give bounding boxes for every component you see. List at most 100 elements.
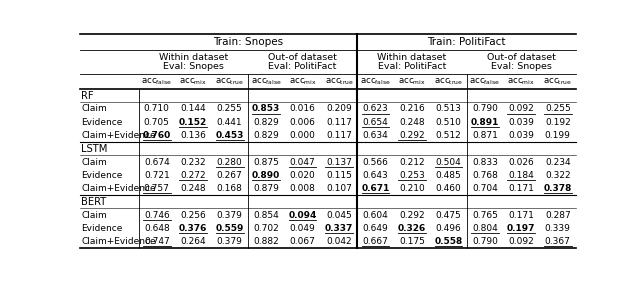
Text: 0.643: 0.643 xyxy=(363,171,388,180)
Text: 0.513: 0.513 xyxy=(435,105,461,114)
Text: $\mathrm{acc}_{\mathrm{mix}}$: $\mathrm{acc}_{\mathrm{mix}}$ xyxy=(179,76,207,87)
Text: 0.322: 0.322 xyxy=(545,171,571,180)
Text: $\mathrm{acc}_{\mathrm{false}}$: $\mathrm{acc}_{\mathrm{false}}$ xyxy=(469,76,500,87)
Text: 0.337: 0.337 xyxy=(325,224,353,233)
Text: 0.496: 0.496 xyxy=(436,224,461,233)
Text: 0.746: 0.746 xyxy=(144,210,170,219)
Text: 0.020: 0.020 xyxy=(290,171,316,180)
Text: 0.171: 0.171 xyxy=(508,210,534,219)
Text: Within dataset: Within dataset xyxy=(378,53,447,62)
Text: 0.212: 0.212 xyxy=(399,158,425,167)
Text: 0.721: 0.721 xyxy=(144,171,170,180)
Text: 0.460: 0.460 xyxy=(436,184,461,193)
Text: 0.760: 0.760 xyxy=(143,131,171,140)
Text: 0.264: 0.264 xyxy=(180,237,206,246)
Text: 0.117: 0.117 xyxy=(326,118,352,127)
Text: 0.006: 0.006 xyxy=(290,118,316,127)
Text: 0.854: 0.854 xyxy=(253,210,279,219)
Text: 0.137: 0.137 xyxy=(326,158,352,167)
Text: Evidence: Evidence xyxy=(81,118,123,127)
Text: 0.654: 0.654 xyxy=(363,118,388,127)
Text: 0.216: 0.216 xyxy=(399,105,425,114)
Text: 0.253: 0.253 xyxy=(399,171,425,180)
Text: 0.326: 0.326 xyxy=(398,224,426,233)
Text: 0.882: 0.882 xyxy=(253,237,279,246)
Text: 0.704: 0.704 xyxy=(472,184,498,193)
Text: $\mathrm{acc}_{\mathrm{false}}$: $\mathrm{acc}_{\mathrm{false}}$ xyxy=(141,76,172,87)
Text: RF: RF xyxy=(81,91,94,101)
Text: 0.671: 0.671 xyxy=(362,184,390,193)
Text: Within dataset: Within dataset xyxy=(159,53,228,62)
Text: 0.559: 0.559 xyxy=(216,224,244,233)
Text: 0.648: 0.648 xyxy=(144,224,170,233)
Text: 0.512: 0.512 xyxy=(436,131,461,140)
Text: 0.339: 0.339 xyxy=(545,224,571,233)
Text: 0.272: 0.272 xyxy=(180,171,206,180)
Text: 0.623: 0.623 xyxy=(363,105,388,114)
Text: 0.115: 0.115 xyxy=(326,171,352,180)
Text: 0.747: 0.747 xyxy=(144,237,170,246)
Text: $\mathrm{acc}_{\mathrm{true}}$: $\mathrm{acc}_{\mathrm{true}}$ xyxy=(543,76,572,87)
Text: 0.566: 0.566 xyxy=(362,158,388,167)
Text: 0.045: 0.045 xyxy=(326,210,352,219)
Text: 0.376: 0.376 xyxy=(179,224,207,233)
Text: Train: PolitiFact: Train: PolitiFact xyxy=(428,37,506,47)
Text: 0.092: 0.092 xyxy=(508,105,534,114)
Text: 0.705: 0.705 xyxy=(144,118,170,127)
Text: 0.092: 0.092 xyxy=(508,237,534,246)
Text: 0.757: 0.757 xyxy=(144,184,170,193)
Text: 0.441: 0.441 xyxy=(217,118,243,127)
Text: Evidence: Evidence xyxy=(81,224,123,233)
Text: 0.765: 0.765 xyxy=(472,210,498,219)
Text: 0.255: 0.255 xyxy=(545,105,571,114)
Text: 0.292: 0.292 xyxy=(399,131,425,140)
Text: 0.199: 0.199 xyxy=(545,131,571,140)
Text: 0.504: 0.504 xyxy=(436,158,461,167)
Text: Train: Snopes: Train: Snopes xyxy=(213,37,283,47)
Text: 0.674: 0.674 xyxy=(144,158,170,167)
Text: 0.049: 0.049 xyxy=(290,224,316,233)
Text: 0.280: 0.280 xyxy=(217,158,243,167)
Text: 0.168: 0.168 xyxy=(217,184,243,193)
Text: 0.042: 0.042 xyxy=(326,237,352,246)
Text: 0.604: 0.604 xyxy=(363,210,388,219)
Text: 0.136: 0.136 xyxy=(180,131,206,140)
Text: 0.248: 0.248 xyxy=(399,118,425,127)
Text: $\mathrm{acc}_{\mathrm{mix}}$: $\mathrm{acc}_{\mathrm{mix}}$ xyxy=(398,76,426,87)
Text: 0.485: 0.485 xyxy=(436,171,461,180)
Text: 0.067: 0.067 xyxy=(290,237,316,246)
Text: Claim: Claim xyxy=(81,210,108,219)
Text: 0.453: 0.453 xyxy=(216,131,244,140)
Text: 0.234: 0.234 xyxy=(545,158,571,167)
Text: $\mathrm{acc}_{\mathrm{mix}}$: $\mathrm{acc}_{\mathrm{mix}}$ xyxy=(508,76,535,87)
Text: 0.710: 0.710 xyxy=(144,105,170,114)
Text: 0.026: 0.026 xyxy=(508,158,534,167)
Text: 0.379: 0.379 xyxy=(217,210,243,219)
Text: Claim: Claim xyxy=(81,105,108,114)
Text: 0.000: 0.000 xyxy=(290,131,316,140)
Text: 0.197: 0.197 xyxy=(507,224,536,233)
Text: Claim: Claim xyxy=(81,158,108,167)
Text: 0.790: 0.790 xyxy=(472,105,498,114)
Text: 0.768: 0.768 xyxy=(472,171,498,180)
Text: $\mathrm{acc}_{\mathrm{false}}$: $\mathrm{acc}_{\mathrm{false}}$ xyxy=(251,76,282,87)
Text: 0.804: 0.804 xyxy=(472,224,498,233)
Text: 0.184: 0.184 xyxy=(508,171,534,180)
Text: 0.256: 0.256 xyxy=(180,210,206,219)
Text: 0.039: 0.039 xyxy=(508,131,534,140)
Text: 0.634: 0.634 xyxy=(363,131,388,140)
Text: 0.209: 0.209 xyxy=(326,105,352,114)
Text: $\mathrm{acc}_{\mathrm{true}}$: $\mathrm{acc}_{\mathrm{true}}$ xyxy=(215,76,244,87)
Text: 0.210: 0.210 xyxy=(399,184,425,193)
Text: 0.829: 0.829 xyxy=(253,131,279,140)
Text: 0.475: 0.475 xyxy=(436,210,461,219)
Text: 0.047: 0.047 xyxy=(290,158,316,167)
Text: Out-of dataset: Out-of dataset xyxy=(487,53,556,62)
Text: 0.871: 0.871 xyxy=(472,131,498,140)
Text: 0.287: 0.287 xyxy=(545,210,571,219)
Text: $\mathrm{acc}_{\mathrm{true}}$: $\mathrm{acc}_{\mathrm{true}}$ xyxy=(434,76,463,87)
Text: 0.255: 0.255 xyxy=(217,105,243,114)
Text: Claim+Evidence: Claim+Evidence xyxy=(81,131,156,140)
Text: 0.267: 0.267 xyxy=(217,171,243,180)
Text: 0.833: 0.833 xyxy=(472,158,498,167)
